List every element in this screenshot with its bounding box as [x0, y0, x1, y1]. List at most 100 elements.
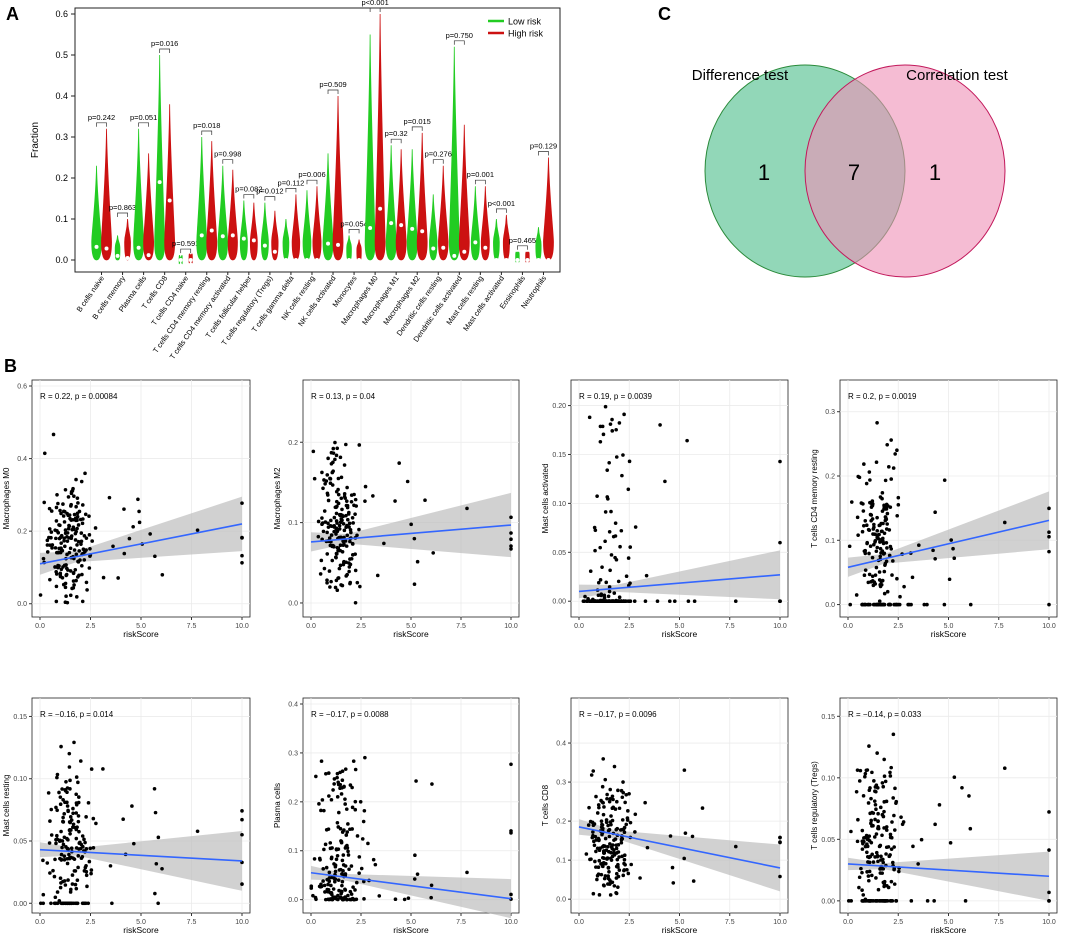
- data-point: [607, 585, 612, 589]
- data-point: [344, 525, 348, 530]
- data-point: [338, 770, 342, 775]
- data-point: [131, 524, 135, 529]
- data-point: [328, 524, 333, 528]
- data-point: [73, 882, 78, 887]
- data-point: [870, 770, 874, 775]
- data-point: [621, 873, 626, 878]
- data-point: [619, 788, 624, 793]
- data-point: [605, 857, 609, 861]
- data-point: [861, 794, 866, 798]
- data-point: [885, 522, 889, 526]
- data-point: [919, 837, 924, 842]
- data-point: [898, 594, 902, 599]
- data-point: [91, 846, 96, 850]
- violin-low-risk: [239, 200, 248, 261]
- data-point: [894, 799, 899, 804]
- data-point: [337, 523, 342, 528]
- data-point: [617, 868, 622, 872]
- data-point: [873, 582, 878, 586]
- data-point: [509, 544, 513, 548]
- scatter-grid: 0.0 2.5 5.0 7.5 10.0 0.0 0.2 0.4 0.6 riskScore Mac…: [2, 379, 1058, 935]
- data-point: [873, 785, 878, 789]
- data-point: [882, 531, 887, 536]
- regression-line: [578, 826, 781, 869]
- data-point: [879, 579, 884, 584]
- data-point: [509, 831, 513, 835]
- data-point: [72, 494, 76, 498]
- data-point: [339, 583, 343, 587]
- data-point: [87, 514, 91, 518]
- data-point: [357, 871, 361, 875]
- data-point: [350, 515, 355, 520]
- data-point: [868, 602, 872, 607]
- data-point: [323, 481, 327, 486]
- data-point: [64, 572, 69, 577]
- data-point: [963, 899, 968, 903]
- violin-high-risk: [374, 13, 386, 261]
- x-axis-title: riskScore: [931, 629, 967, 639]
- data-point: [79, 856, 84, 861]
- data-point: [895, 513, 899, 518]
- violin-high-risk-median: [504, 258, 509, 262]
- correlation-stat: R = 0.19, p = 0.0039: [579, 392, 652, 401]
- data-point: [873, 817, 877, 822]
- data-point: [658, 423, 662, 427]
- x-tick-label: 10.0: [1042, 919, 1056, 926]
- data-point: [344, 574, 349, 578]
- data-point: [78, 558, 82, 562]
- data-point: [82, 837, 86, 842]
- data-point: [883, 779, 888, 784]
- data-point: [137, 509, 141, 514]
- data-point: [342, 785, 346, 789]
- pvalue-bracket: [390, 138, 402, 144]
- data-point: [349, 493, 354, 497]
- violin-high-risk: [312, 186, 322, 261]
- data-point: [240, 553, 244, 558]
- data-point: [597, 858, 602, 863]
- data-point: [195, 528, 200, 532]
- regression-line: [310, 871, 512, 900]
- data-point: [76, 780, 80, 785]
- violin-high-risk-median: [230, 233, 235, 238]
- x-tick-label: 0.0: [35, 623, 45, 630]
- data-point: [91, 816, 96, 821]
- data-point: [325, 473, 330, 477]
- data-point: [354, 897, 359, 902]
- data-point: [340, 883, 344, 888]
- data-point: [849, 899, 853, 903]
- data-point: [870, 810, 874, 815]
- data-point: [874, 832, 879, 836]
- data-point: [881, 857, 885, 862]
- data-point: [625, 818, 630, 822]
- violin-low-risk-median: [220, 234, 225, 239]
- pvalue-bracket: [432, 159, 444, 164]
- y-tick-label: 0.0: [288, 600, 298, 607]
- y-axis-title: T cells regulatory (Tregs): [810, 761, 819, 850]
- data-point: [49, 833, 54, 837]
- violin-high-risk: [395, 149, 407, 261]
- data-point: [338, 826, 343, 831]
- data-point: [357, 443, 362, 447]
- data-point: [878, 602, 883, 607]
- data-point: [623, 800, 627, 805]
- x-tick-label: 7.5: [187, 623, 197, 630]
- data-point: [870, 574, 875, 579]
- data-point: [393, 499, 397, 503]
- data-point: [606, 823, 610, 828]
- data-point: [883, 561, 888, 566]
- data-point: [607, 834, 612, 839]
- data-point: [71, 822, 76, 827]
- data-point: [335, 853, 340, 858]
- violin-high-risk: [332, 95, 344, 261]
- data-point: [589, 773, 594, 777]
- data-point: [333, 879, 337, 884]
- data-point: [49, 509, 54, 513]
- data-point: [47, 841, 52, 845]
- data-point: [59, 858, 64, 862]
- data-point: [89, 767, 94, 771]
- data-point: [891, 559, 895, 563]
- data-point: [66, 808, 70, 813]
- data-point: [867, 860, 872, 865]
- data-point: [916, 862, 920, 866]
- violin-high-risk: [480, 186, 490, 261]
